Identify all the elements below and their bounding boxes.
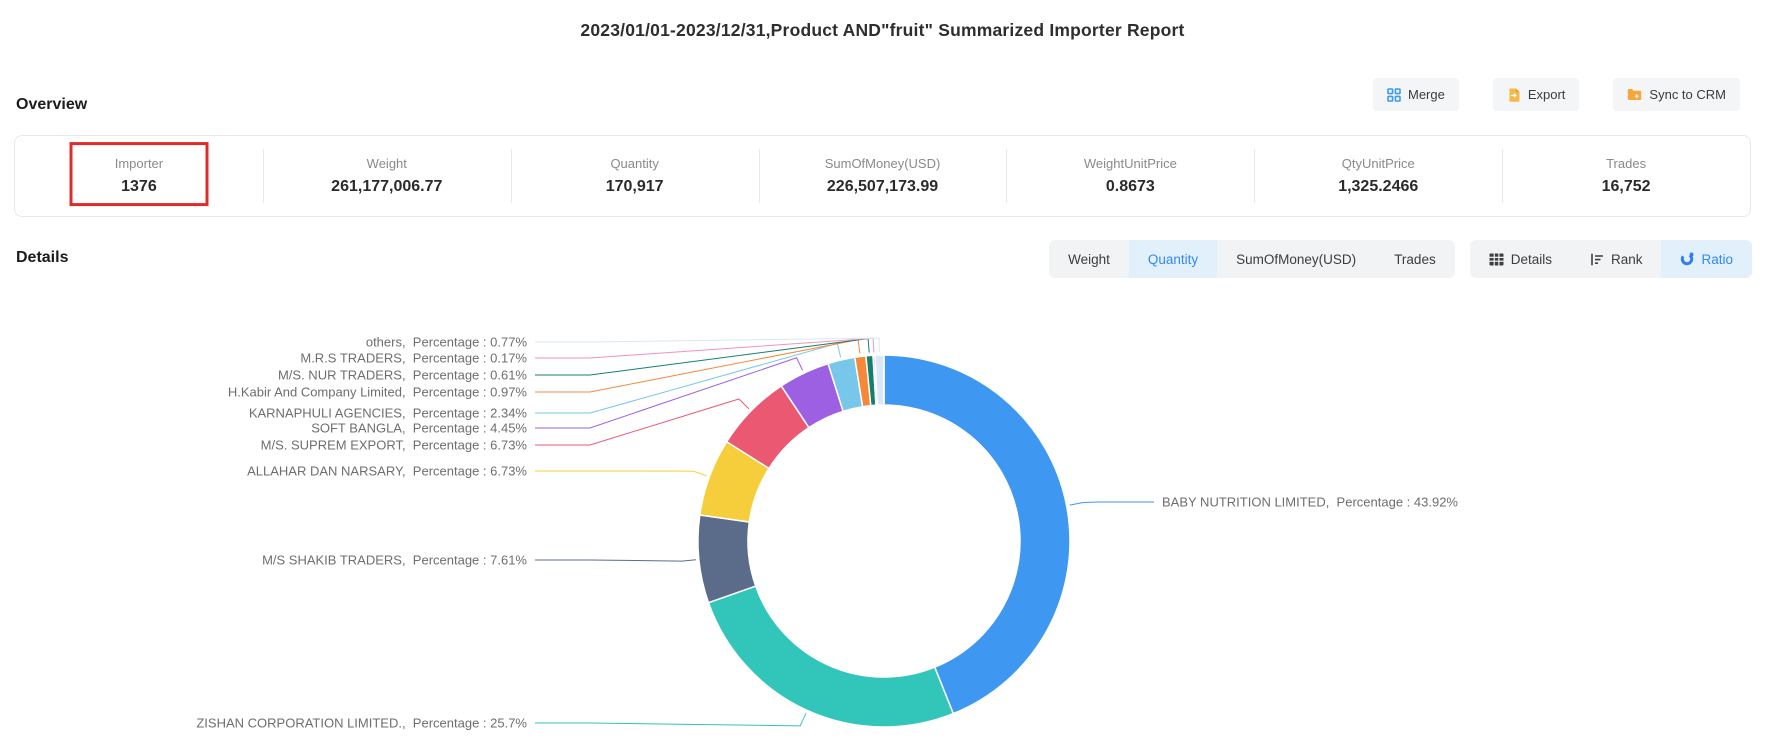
stat-label: Weight [367, 156, 407, 171]
overview-stats-bar: Importer 1376 Weight 261,177,006.77 Quan… [14, 135, 1751, 217]
pie-segment[interactable] [875, 355, 884, 405]
importer-ratio-donut-chart: BABY NUTRITION LIMITED, Percentage : 43.… [0, 280, 1765, 741]
pie-label: ZISHAN CORPORATION LIMITED., Percentage … [196, 716, 527, 731]
stat-card-weight[interactable]: Weight 261,177,006.77 [263, 136, 511, 216]
pie-label: M/S. SUPREM EXPORT, Percentage : 6.73% [261, 438, 528, 453]
pie-label: M/S. NUR TRADERS, Percentage : 0.61% [278, 368, 527, 383]
stat-label: Importer [115, 156, 163, 171]
details-heading: Details [16, 249, 68, 267]
sync-to-crm-button[interactable]: Sync to CRM [1613, 78, 1740, 111]
pie-label: BABY NUTRITION LIMITED, Percentage : 43.… [1162, 495, 1458, 510]
stat-card-sumofmoney[interactable]: SumOfMoney(USD) 226,507,173.99 [759, 136, 1007, 216]
view-tab-rank-label: Rank [1611, 252, 1643, 267]
pie-label-line [1070, 502, 1154, 505]
view-tab-ratio-label: Ratio [1701, 252, 1733, 267]
stat-value: 0.8673 [1106, 178, 1155, 196]
metric-tab-sumofmoney[interactable]: SumOfMoney(USD) [1217, 240, 1375, 278]
merge-label: Merge [1408, 87, 1445, 102]
metric-tab-quantity[interactable]: Quantity [1129, 240, 1217, 278]
pie-label: SOFT BANGLA, Percentage : 4.45% [311, 421, 527, 436]
pie-label: others, Percentage : 0.77% [366, 335, 528, 350]
stat-value: 261,177,006.77 [331, 178, 442, 196]
stat-card-weightunitprice[interactable]: WeightUnitPrice 0.8673 [1006, 136, 1254, 216]
metric-tab-weight[interactable]: Weight [1049, 240, 1129, 278]
view-tab-group: Details Rank Ratio [1470, 240, 1752, 278]
stat-label: Quantity [610, 156, 658, 171]
stat-label: Trades [1606, 156, 1646, 171]
table-icon [1489, 253, 1504, 266]
pie-label-line [535, 399, 749, 445]
pie-segment[interactable] [884, 355, 1070, 714]
pie-label: H.Kabir And Company Limited, Percentage … [228, 385, 528, 400]
pie-label: KARNAPHULI AGENCIES, Percentage : 2.34% [249, 406, 528, 421]
pie-segment[interactable] [709, 586, 954, 727]
stat-label: WeightUnitPrice [1084, 156, 1177, 171]
pie-label: M/S SHAKIB TRADERS, Percentage : 7.61% [262, 553, 527, 568]
stat-value: 170,917 [606, 178, 664, 196]
pie-label: ALLAHAR DAN NARSARY, Percentage : 6.73% [247, 464, 527, 479]
view-tab-details-label: Details [1511, 252, 1552, 267]
ratio-pie-icon [1680, 252, 1694, 266]
toolbar: Merge Export Sync to CRM [1373, 78, 1740, 111]
pie-segment[interactable] [698, 515, 756, 603]
pie-label-line [535, 560, 696, 561]
stat-label: QtyUnitPrice [1342, 156, 1415, 171]
stat-value: 1,325.2466 [1338, 178, 1418, 196]
sync-folder-icon [1627, 88, 1642, 101]
details-toolbar: Weight Quantity SumOfMoney(USD) Trades D… [1049, 240, 1752, 278]
metric-tab-trades[interactable]: Trades [1375, 240, 1455, 278]
view-tab-ratio[interactable]: Ratio [1661, 240, 1752, 278]
overview-heading: Overview [16, 96, 87, 114]
stat-card-quantity[interactable]: Quantity 170,917 [511, 136, 759, 216]
view-tab-rank[interactable]: Rank [1571, 240, 1662, 278]
page-title: 2023/01/01-2023/12/31,Product AND"fruit"… [0, 20, 1765, 41]
stat-value: 1376 [121, 178, 157, 196]
view-tab-details[interactable]: Details [1470, 240, 1571, 278]
pie-label-line [535, 713, 806, 726]
pie-label-line [535, 471, 707, 476]
stat-card-qtyunitprice[interactable]: QtyUnitPrice 1,325.2466 [1254, 136, 1502, 216]
metric-tab-group: Weight Quantity SumOfMoney(USD) Trades [1049, 240, 1455, 278]
stat-value: 226,507,173.99 [827, 178, 938, 196]
merge-icon [1387, 88, 1401, 102]
stat-value: 16,752 [1602, 178, 1651, 196]
stat-label: SumOfMoney(USD) [825, 156, 941, 171]
export-button[interactable]: Export [1493, 78, 1580, 111]
merge-button[interactable]: Merge [1373, 78, 1459, 111]
rank-icon [1590, 253, 1604, 266]
stat-card-importer[interactable]: Importer 1376 [15, 136, 263, 216]
export-label: Export [1528, 87, 1566, 102]
stat-card-trades[interactable]: Trades 16,752 [1502, 136, 1750, 216]
export-icon [1507, 88, 1521, 102]
pie-label: M.R.S TRADERS, Percentage : 0.17% [300, 351, 527, 366]
highlight-box [69, 142, 208, 206]
sync-to-crm-label: Sync to CRM [1649, 87, 1726, 102]
pie-label-line [535, 338, 874, 358]
